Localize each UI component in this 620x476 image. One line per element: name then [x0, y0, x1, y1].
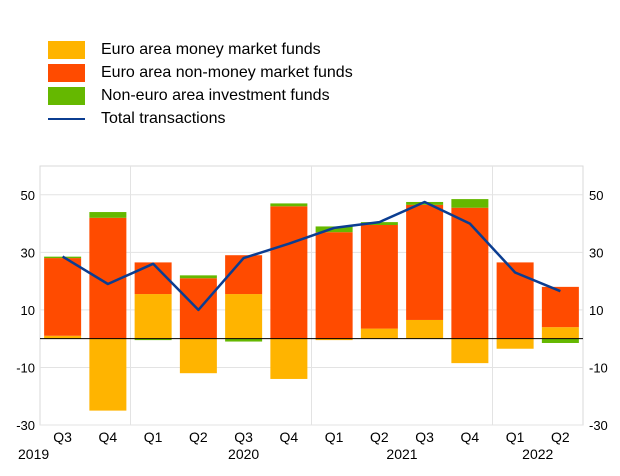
x-tick-label: Q2 [370, 429, 389, 445]
bar-segment-series-1 [225, 255, 263, 295]
bar-segment-series-0 [89, 338, 127, 411]
legend-item-euro-non-mmf: Euro area non-money market funds [48, 61, 353, 84]
legend-swatch-non-euro [48, 86, 85, 105]
bar-segment-series-1 [406, 204, 444, 320]
bar-segment-series-2 [451, 199, 489, 208]
bar-segment-series-0 [541, 327, 579, 339]
legend-item-non-euro: Non-euro area investment funds [48, 84, 353, 107]
x-year-label: 2022 [522, 446, 553, 462]
bar-segment-series-0 [225, 294, 263, 339]
bar-segment-series-0 [134, 294, 172, 339]
bar-segment-series-0 [270, 338, 308, 379]
x-tick-label: Q1 [144, 429, 163, 445]
y-tick-label-left: -10 [16, 360, 35, 375]
bar-segment-series-1 [44, 258, 82, 336]
x-tick-label: Q1 [325, 429, 344, 445]
bar-segment-series-2 [360, 222, 398, 225]
y-tick-label-right: -30 [589, 418, 608, 433]
bar-segment-series-1 [270, 206, 308, 339]
bar-segment-series-1 [496, 262, 534, 339]
x-tick-label: Q2 [189, 429, 208, 445]
bar-segment-series-1 [360, 224, 398, 329]
x-year-label: 2021 [386, 446, 417, 462]
y-tick-label-left: -30 [16, 418, 35, 433]
y-tick-label-right: 50 [589, 188, 603, 203]
bar-segment-series-0 [496, 338, 534, 349]
x-year-label: 2020 [228, 446, 259, 462]
bar-segment-series-0 [44, 335, 82, 339]
total-transactions-line [61, 200, 561, 312]
legend-label: Euro area money market funds [101, 40, 321, 58]
bar-segment-series-0 [451, 338, 489, 364]
legend-swatch-euro-non-mmf [48, 63, 85, 82]
y-tick-label-right: -10 [589, 360, 608, 375]
bar-segment-series-0 [360, 328, 398, 339]
x-tick-label: Q4 [461, 429, 480, 445]
legend-swatch-euro-mmf [48, 40, 85, 59]
x-tick-label: Q3 [415, 429, 434, 445]
y-tick-label-right: 10 [589, 303, 603, 318]
bar-segment-series-1 [315, 232, 353, 339]
x-tick-label: Q4 [99, 429, 118, 445]
x-year-label: 2019 [18, 446, 49, 462]
bar-segment-series-0 [179, 338, 217, 374]
x-tick-label: Q2 [551, 429, 570, 445]
legend: Euro area money market funds Euro area n… [48, 38, 353, 130]
bar-segment-series-2 [134, 338, 172, 341]
bar-segment-series-1 [451, 207, 489, 339]
legend-label: Non-euro area investment funds [101, 86, 330, 104]
legend-label: Total transactions [101, 109, 226, 127]
bar-segment-series-2 [270, 203, 308, 207]
legend-swatch-total-line [48, 117, 85, 120]
bar-segment-series-2 [89, 212, 127, 218]
bar-segment-series-2 [225, 338, 263, 342]
x-tick-label: Q3 [53, 429, 72, 445]
y-tick-label-right: 30 [589, 245, 603, 260]
bar-segment-series-1 [541, 286, 579, 328]
bar-segment-series-0 [406, 319, 444, 339]
legend-item-euro-mmf: Euro area money market funds [48, 38, 353, 61]
bar-segment-series-1 [134, 262, 172, 295]
legend-item-total: Total transactions [48, 107, 353, 130]
x-tick-label: Q1 [506, 429, 525, 445]
y-tick-label-left: 50 [21, 188, 35, 203]
legend-label: Euro area non-money market funds [101, 63, 353, 81]
y-tick-label-left: 10 [21, 303, 35, 318]
x-tick-label: Q3 [234, 429, 253, 445]
x-tick-label: Q4 [280, 429, 299, 445]
y-tick-label-left: 30 [21, 245, 35, 260]
bar-segment-series-2 [179, 275, 217, 279]
bar-segment-series-0 [315, 338, 353, 341]
bar-segment-series-2 [406, 201, 444, 205]
bar-segment-series-2 [541, 338, 579, 343]
bar-segment-series-2 [315, 226, 353, 233]
